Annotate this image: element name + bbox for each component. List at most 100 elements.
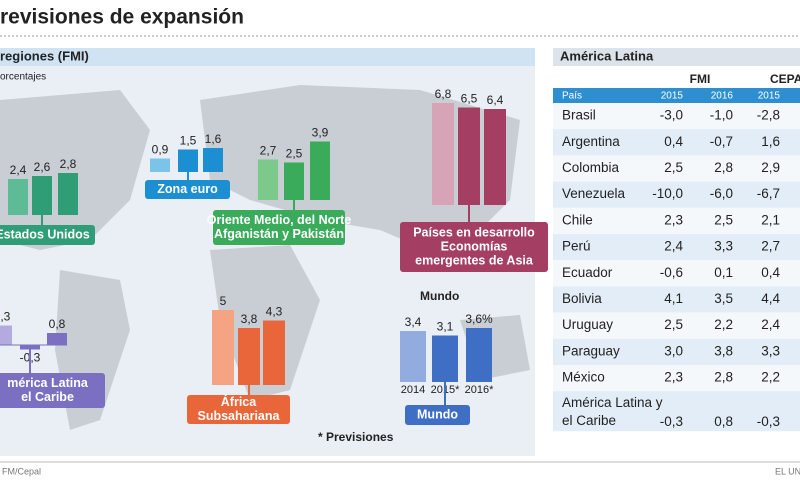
column-header: País xyxy=(562,91,582,102)
table-row xyxy=(553,365,800,392)
cell: -1,0 xyxy=(710,108,733,123)
cell: 3,0 xyxy=(664,343,683,358)
bar xyxy=(458,107,480,205)
cell: 2,8 xyxy=(714,370,733,385)
table-row xyxy=(553,155,800,182)
cell: Colombia xyxy=(562,160,620,175)
label-box xyxy=(0,225,95,245)
cell: Paraguay xyxy=(562,343,620,358)
table-row xyxy=(553,129,800,156)
value-label: 2,7 xyxy=(260,144,277,158)
cell: -0,3 xyxy=(660,414,683,429)
group-label: Zona euro xyxy=(157,182,218,196)
bar xyxy=(432,335,458,382)
bar xyxy=(432,103,454,205)
bar xyxy=(466,328,492,382)
label-box xyxy=(213,210,345,245)
group-label: Estados Unidos xyxy=(0,227,90,241)
table-row xyxy=(553,391,800,432)
cell: 1,6 xyxy=(761,134,780,149)
group-label: emergentes de Asia xyxy=(415,253,534,267)
footnote: * Previsiones xyxy=(318,430,394,444)
column-header: 2016 xyxy=(711,91,734,102)
bar xyxy=(178,149,198,172)
cell: 2,5 xyxy=(664,317,683,332)
bar xyxy=(212,310,234,385)
value-label: 3,4 xyxy=(405,315,422,329)
cell: México xyxy=(562,370,605,385)
cell: -10,0 xyxy=(652,186,683,201)
cell: 2,7 xyxy=(761,239,780,254)
bar xyxy=(263,320,285,385)
cell: -3,0 xyxy=(660,108,683,123)
value-label: 1,6 xyxy=(205,132,222,146)
group-header: CEPA xyxy=(770,72,800,86)
value-label: 6,4 xyxy=(487,93,504,107)
cell: Chile xyxy=(562,212,593,227)
column-header: 2015 xyxy=(661,91,684,102)
value-label: 2,4 xyxy=(10,163,27,177)
bar xyxy=(203,148,223,172)
value-label: 6,5 xyxy=(461,92,478,106)
cell: 0,4 xyxy=(664,134,683,149)
cell: 2,9 xyxy=(761,160,780,175)
table-row xyxy=(553,286,800,313)
bar xyxy=(32,176,52,215)
cell: 4,1 xyxy=(664,291,683,306)
group-label: Países en desarrollo xyxy=(413,225,535,239)
bar xyxy=(258,159,278,200)
table-row xyxy=(553,312,800,339)
cell: Brasil xyxy=(562,108,596,123)
cell: Argentina xyxy=(562,134,620,149)
value-label: 1,5 xyxy=(180,134,197,148)
value-label: 3,1 xyxy=(437,320,454,334)
cell: 0,4 xyxy=(761,265,780,280)
cell: 2,2 xyxy=(714,317,733,332)
cell: Perú xyxy=(562,239,591,254)
value-label: 3,9 xyxy=(312,126,329,140)
unit-label: orcentajes xyxy=(0,72,46,83)
bar xyxy=(8,179,28,215)
bar xyxy=(47,333,67,345)
bar xyxy=(0,325,12,345)
bar xyxy=(310,141,330,200)
bar xyxy=(238,328,260,385)
group-label: Economías xyxy=(441,239,508,253)
value-label: 2,8 xyxy=(60,157,77,171)
group-label: Subsahariana xyxy=(198,409,281,423)
cell: 0,1 xyxy=(714,265,733,280)
cell: 3,3 xyxy=(714,239,733,254)
value-label: 3,8 xyxy=(241,312,258,326)
table-row xyxy=(553,207,800,234)
value-label: 1,3 xyxy=(0,310,11,324)
group-label: África xyxy=(221,394,257,409)
table-title: América Latina xyxy=(560,48,654,63)
title: revisiones de expansión xyxy=(0,6,244,29)
bar xyxy=(284,162,304,200)
left-header: regiones (FMI) xyxy=(0,48,89,63)
cell: 2,2 xyxy=(761,370,780,385)
value-label: 4,3 xyxy=(266,305,283,319)
cell: 2,4 xyxy=(664,239,683,254)
table-row xyxy=(553,260,800,287)
table-header-bar xyxy=(553,48,800,66)
group-label: mérica Latina xyxy=(7,376,89,390)
cell: -2,8 xyxy=(757,108,780,123)
cell: Venezuela xyxy=(562,186,626,201)
cell: Uruguay xyxy=(562,317,613,332)
group-label: Afganistán y Pakistán xyxy=(214,227,344,241)
cell: 2,8 xyxy=(714,160,733,175)
cell: -6,0 xyxy=(710,186,733,201)
cell: 2,1 xyxy=(761,212,780,227)
label-box xyxy=(145,180,230,199)
value-label: 6,8 xyxy=(435,87,452,101)
cell: Bolivia xyxy=(562,291,602,306)
x-tick-label: 2014 xyxy=(401,384,425,396)
label-box xyxy=(405,405,470,425)
source: FM/Cepal xyxy=(2,466,41,476)
cell: Ecuador xyxy=(562,265,613,280)
bar xyxy=(150,158,170,172)
table-row xyxy=(553,234,800,261)
cell: 3,8 xyxy=(714,343,733,358)
